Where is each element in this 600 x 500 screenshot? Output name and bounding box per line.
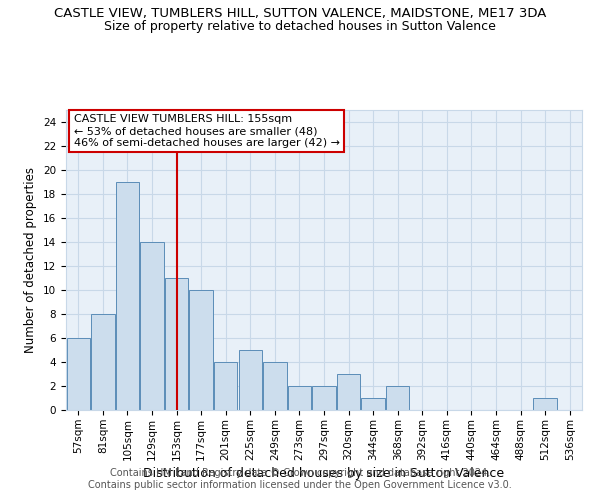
Text: Size of property relative to detached houses in Sutton Valence: Size of property relative to detached ho… — [104, 20, 496, 33]
Bar — [91, 314, 115, 410]
X-axis label: Distribution of detached houses by size in Sutton Valence: Distribution of detached houses by size … — [143, 466, 505, 479]
Bar — [214, 362, 238, 410]
Y-axis label: Number of detached properties: Number of detached properties — [25, 167, 37, 353]
Bar — [263, 362, 287, 410]
Text: CASTLE VIEW TUMBLERS HILL: 155sqm
← 53% of detached houses are smaller (48)
46% : CASTLE VIEW TUMBLERS HILL: 155sqm ← 53% … — [74, 114, 340, 148]
Bar — [288, 386, 311, 410]
Bar — [116, 182, 139, 410]
Bar — [361, 398, 385, 410]
Bar — [337, 374, 360, 410]
Bar — [190, 290, 213, 410]
Text: Contains public sector information licensed under the Open Government Licence v3: Contains public sector information licen… — [88, 480, 512, 490]
Bar — [140, 242, 164, 410]
Text: CASTLE VIEW, TUMBLERS HILL, SUTTON VALENCE, MAIDSTONE, ME17 3DA: CASTLE VIEW, TUMBLERS HILL, SUTTON VALEN… — [54, 8, 546, 20]
Bar — [239, 350, 262, 410]
Text: Contains HM Land Registry data © Crown copyright and database right 2024.: Contains HM Land Registry data © Crown c… — [110, 468, 490, 477]
Bar — [313, 386, 335, 410]
Bar — [386, 386, 409, 410]
Bar — [533, 398, 557, 410]
Bar — [165, 278, 188, 410]
Bar — [67, 338, 90, 410]
